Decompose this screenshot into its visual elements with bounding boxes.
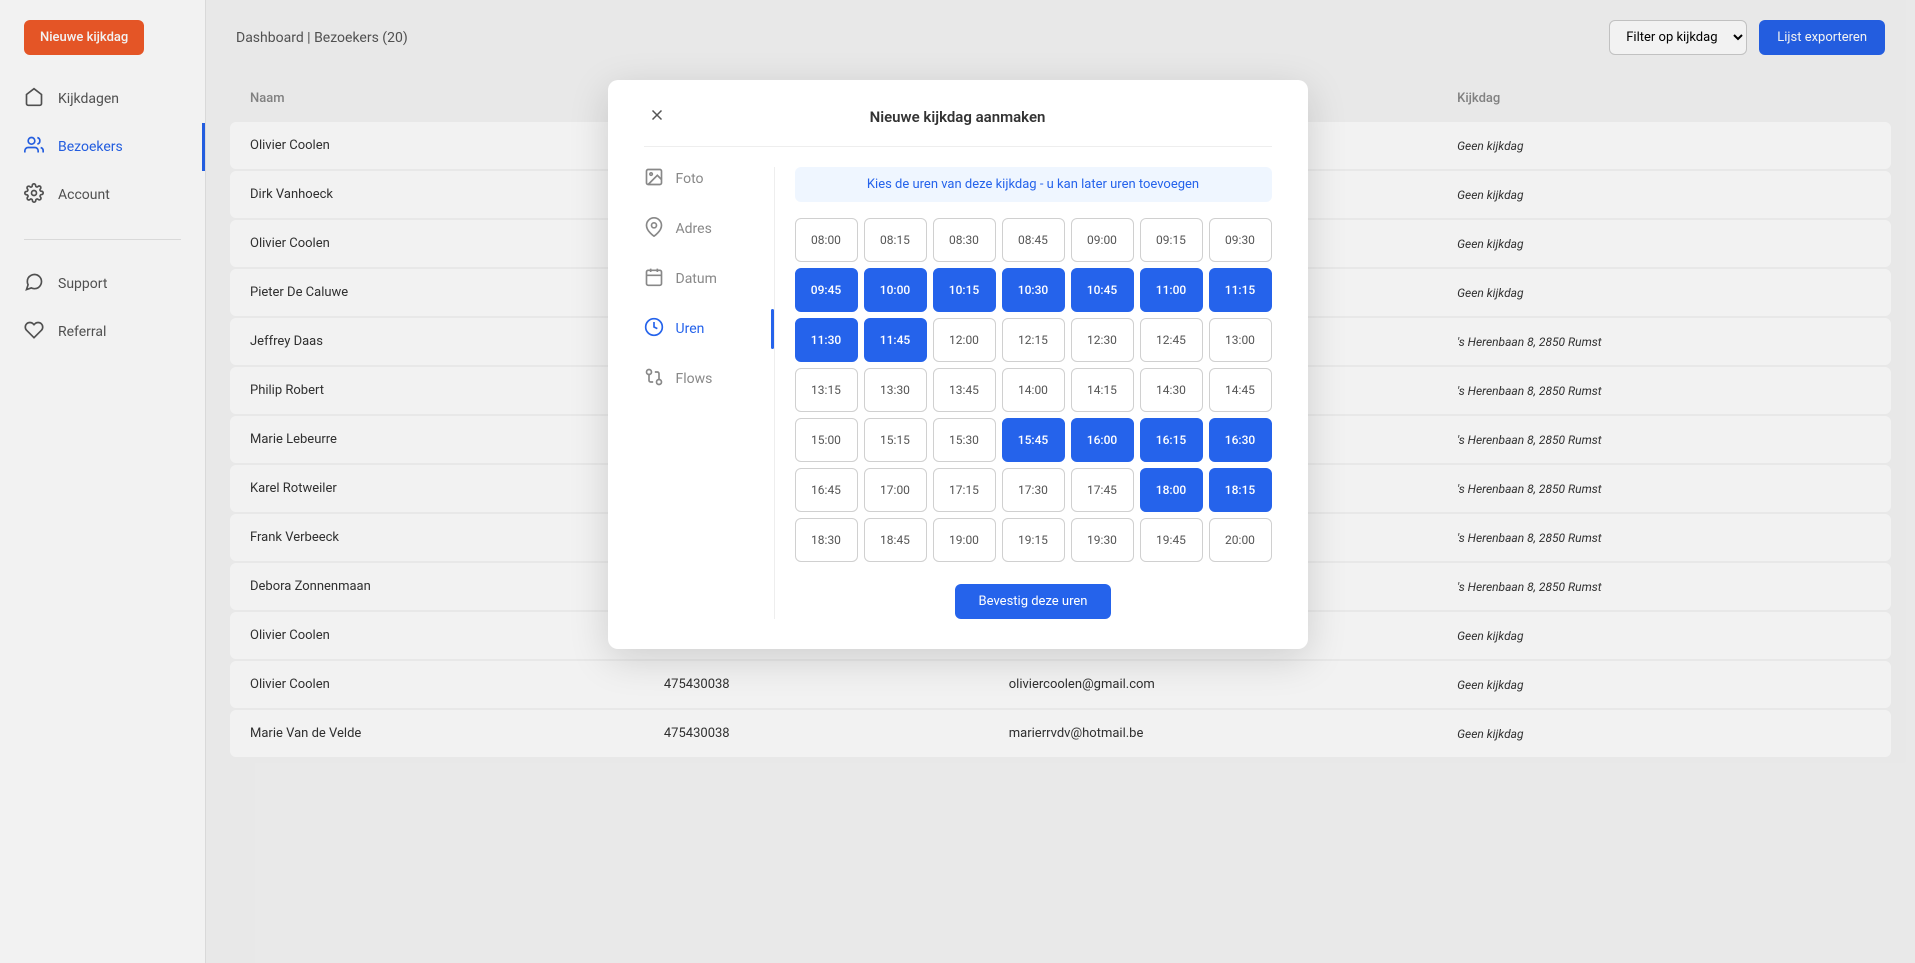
time-slot[interactable]: 16:45 xyxy=(795,468,858,512)
time-slot[interactable]: 15:45 xyxy=(1002,418,1065,462)
confirm-hours-button[interactable]: Bevestig deze uren xyxy=(955,584,1112,619)
modal-header: Nieuwe kijkdag aanmaken xyxy=(644,108,1272,147)
time-slot[interactable]: 18:00 xyxy=(1140,468,1203,512)
step-uren[interactable]: Uren xyxy=(644,317,754,341)
time-slot[interactable]: 13:45 xyxy=(933,368,996,412)
time-slot[interactable]: 14:00 xyxy=(1002,368,1065,412)
uren-icon xyxy=(644,317,664,341)
time-slot[interactable]: 18:45 xyxy=(864,518,927,562)
modal-close-button[interactable] xyxy=(644,102,670,132)
time-slot[interactable]: 16:15 xyxy=(1140,418,1203,462)
modal-overlay: Nieuwe kijkdag aanmaken Foto Adres Datum… xyxy=(0,0,1915,963)
time-slot[interactable]: 19:30 xyxy=(1071,518,1134,562)
time-slot[interactable]: 18:15 xyxy=(1209,468,1272,512)
step-content: Kies de uren van deze kijkdag - u kan la… xyxy=(774,167,1272,619)
time-slot[interactable]: 12:15 xyxy=(1002,318,1065,362)
time-slot[interactable]: 09:30 xyxy=(1209,218,1272,262)
time-slot[interactable]: 19:45 xyxy=(1140,518,1203,562)
step-list: Foto Adres Datum Uren Flows xyxy=(644,167,774,619)
datum-icon xyxy=(644,267,664,291)
step-adres[interactable]: Adres xyxy=(644,217,754,241)
step-flows[interactable]: Flows xyxy=(644,367,754,391)
time-slot[interactable]: 09:15 xyxy=(1140,218,1203,262)
modal-body: Foto Adres Datum Uren Flows Kies de uren… xyxy=(644,167,1272,619)
time-slot[interactable]: 10:30 xyxy=(1002,268,1065,312)
time-slot[interactable]: 17:15 xyxy=(933,468,996,512)
time-slot[interactable]: 10:00 xyxy=(864,268,927,312)
time-slot[interactable]: 08:30 xyxy=(933,218,996,262)
step-foto[interactable]: Foto xyxy=(644,167,754,191)
step-label: Flows xyxy=(676,371,713,387)
modal-title: Nieuwe kijkdag aanmaken xyxy=(644,108,1272,126)
adres-icon xyxy=(644,217,664,241)
time-slot[interactable]: 15:15 xyxy=(864,418,927,462)
time-slot[interactable]: 09:00 xyxy=(1071,218,1134,262)
time-slot[interactable]: 15:30 xyxy=(933,418,996,462)
time-slot[interactable]: 11:00 xyxy=(1140,268,1203,312)
time-slot[interactable]: 13:15 xyxy=(795,368,858,412)
time-slot[interactable]: 12:30 xyxy=(1071,318,1134,362)
step-label: Datum xyxy=(676,271,717,287)
close-icon xyxy=(648,106,666,124)
info-banner: Kies de uren van deze kijkdag - u kan la… xyxy=(795,167,1272,202)
time-slot[interactable]: 08:15 xyxy=(864,218,927,262)
time-slot[interactable]: 13:00 xyxy=(1209,318,1272,362)
time-slot[interactable]: 14:30 xyxy=(1140,368,1203,412)
time-slot[interactable]: 16:00 xyxy=(1071,418,1134,462)
time-slot[interactable]: 09:45 xyxy=(795,268,858,312)
time-slot[interactable]: 11:15 xyxy=(1209,268,1272,312)
flows-icon xyxy=(644,367,664,391)
time-slot[interactable]: 17:00 xyxy=(864,468,927,512)
step-label: Adres xyxy=(676,221,712,237)
time-slot[interactable]: 20:00 xyxy=(1209,518,1272,562)
time-slot[interactable]: 10:45 xyxy=(1071,268,1134,312)
time-slot[interactable]: 17:30 xyxy=(1002,468,1065,512)
time-slot[interactable]: 18:30 xyxy=(795,518,858,562)
time-slot[interactable]: 19:15 xyxy=(1002,518,1065,562)
time-slot[interactable]: 08:00 xyxy=(795,218,858,262)
foto-icon xyxy=(644,167,664,191)
time-slot[interactable]: 11:45 xyxy=(864,318,927,362)
step-label: Foto xyxy=(676,171,704,187)
time-slot[interactable]: 14:15 xyxy=(1071,368,1134,412)
time-slot[interactable]: 15:00 xyxy=(795,418,858,462)
time-grid: 08:0008:1508:3008:4509:0009:1509:30 09:45… xyxy=(795,218,1272,562)
time-slot[interactable]: 11:30 xyxy=(795,318,858,362)
modal: Nieuwe kijkdag aanmaken Foto Adres Datum… xyxy=(608,80,1308,649)
step-datum[interactable]: Datum xyxy=(644,267,754,291)
time-slot[interactable]: 12:00 xyxy=(933,318,996,362)
time-slot[interactable]: 10:15 xyxy=(933,268,996,312)
step-label: Uren xyxy=(676,321,705,337)
time-slot[interactable]: 13:30 xyxy=(864,368,927,412)
time-slot[interactable]: 19:00 xyxy=(933,518,996,562)
time-slot[interactable]: 08:45 xyxy=(1002,218,1065,262)
time-slot[interactable]: 17:45 xyxy=(1071,468,1134,512)
time-slot[interactable]: 12:45 xyxy=(1140,318,1203,362)
time-slot[interactable]: 16:30 xyxy=(1209,418,1272,462)
time-slot[interactable]: 14:45 xyxy=(1209,368,1272,412)
